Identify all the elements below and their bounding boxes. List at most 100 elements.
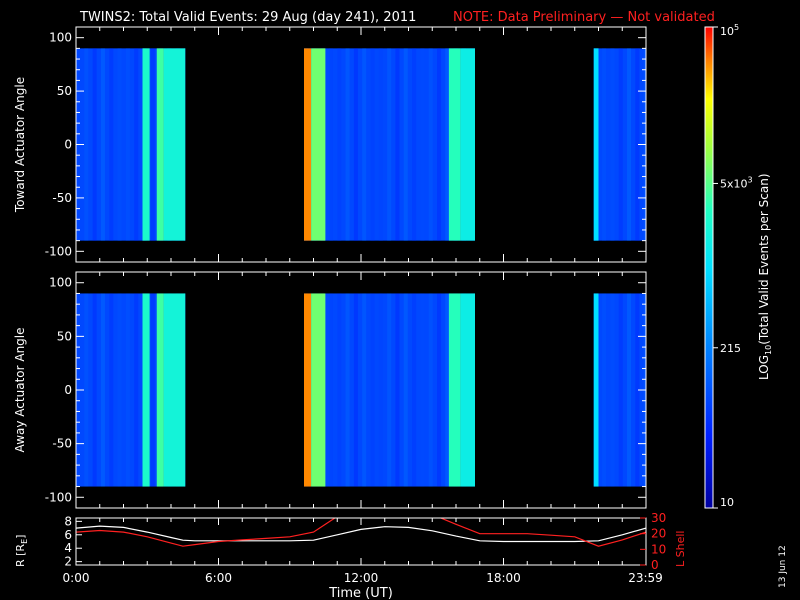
away-ytick-label: -50 <box>52 437 72 451</box>
toward-texture-strip <box>412 48 417 241</box>
colorbar-label-main: LOG <box>757 355 771 380</box>
r-ylabel: R [RE] <box>14 535 29 567</box>
toward-ytick-label: -100 <box>45 244 72 258</box>
toward-texture-strip <box>437 48 442 241</box>
time-xtick-label: 12:00 <box>344 571 379 585</box>
chart-title: TWINS2: Total Valid Events: 29 Aug (day … <box>79 10 416 25</box>
away-ytick-label: -100 <box>45 490 72 504</box>
toward-band <box>304 48 312 241</box>
toward-band <box>156 48 164 241</box>
away-texture-strip <box>403 293 408 487</box>
toward-texture-strip <box>337 48 342 241</box>
away-texture-strip <box>362 293 367 487</box>
toward-ytick-label: 50 <box>57 84 72 98</box>
toward-band <box>460 48 475 241</box>
away-band <box>163 293 186 487</box>
r-ylabel-sub: E <box>20 539 29 544</box>
toward-texture-strip <box>395 48 400 241</box>
colorbar-label: LOG10(Total Valid Events per Scan) <box>757 173 773 380</box>
away-texture-strip <box>337 293 342 487</box>
away-band <box>593 293 599 487</box>
away-band <box>304 293 312 487</box>
away-texture-strip <box>635 293 640 487</box>
away-texture-strip <box>610 293 615 487</box>
toward-texture-strip <box>92 48 97 241</box>
toward-texture-strip <box>125 48 130 241</box>
away-texture-strip <box>84 293 89 487</box>
toward-texture-strip <box>618 48 623 241</box>
away-band <box>156 293 164 487</box>
away-texture-strip <box>134 293 139 487</box>
toward-texture-strip <box>84 48 89 241</box>
away-texture-strip <box>412 293 417 487</box>
lshell-ylabel: L Shell <box>674 531 687 567</box>
colorbar-tick-label: 105 <box>720 23 739 38</box>
away-texture-strip <box>387 293 392 487</box>
away-texture-strip <box>378 293 383 487</box>
away-texture-strip <box>345 293 350 487</box>
colorbar-label-rest: (Total Valid Events per Scan) <box>757 173 771 344</box>
toward-texture-strip <box>370 48 375 241</box>
toward-ytick-label: 0 <box>64 138 72 152</box>
away-ytick-label: 0 <box>64 383 72 397</box>
lshell-ytick-label: 10 <box>651 542 666 556</box>
toward-band <box>163 48 186 241</box>
radius-line <box>76 525 646 543</box>
away-texture-strip <box>353 293 358 487</box>
colorbar-label-sub: 10 <box>764 345 773 355</box>
away-texture-strip <box>328 293 333 487</box>
colorbar-frame <box>704 26 714 509</box>
colorbar-tick-label: 5x103 <box>720 175 753 190</box>
toward-texture-strip <box>387 48 392 241</box>
away-texture-strip <box>109 293 114 487</box>
time-xlabel: Time (UT) <box>328 586 393 600</box>
colorbar: 10 215 5x103 105 <box>704 23 753 509</box>
toward-texture-strip <box>353 48 358 241</box>
time-xtick-label: 0:00 <box>63 571 90 585</box>
toward-texture-strip <box>635 48 640 241</box>
toward-band <box>142 48 150 241</box>
toward-texture-strip <box>610 48 615 241</box>
toward-ytick-label: -50 <box>52 191 72 205</box>
toward-texture-strip <box>378 48 383 241</box>
preliminary-note: NOTE: Data Preliminary — Not validated <box>453 10 715 25</box>
away-texture-strip <box>445 293 450 487</box>
toward-texture-strip <box>403 48 408 241</box>
toward-texture-strip <box>445 48 450 241</box>
toward-texture-strip <box>109 48 114 241</box>
lshell-ytick-label: 0 <box>651 558 659 572</box>
away-texture-strip <box>125 293 130 487</box>
toward-texture-strip <box>328 48 333 241</box>
time-xtick-label: 18:00 <box>486 571 521 585</box>
lshell-ytick-label: 30 <box>651 511 666 525</box>
lshell-ytick-label: 20 <box>651 527 666 541</box>
toward-texture-strip <box>150 48 155 241</box>
toward-texture-strip <box>134 48 139 241</box>
away-band <box>142 293 150 487</box>
toward-band <box>311 48 326 241</box>
away-texture-strip <box>437 293 442 487</box>
r-ylabel-main: R [R <box>14 544 27 567</box>
colorbar-tick-label: 215 <box>720 342 741 355</box>
away-band <box>311 293 326 487</box>
colorbar-tick-label: 10 <box>720 496 734 509</box>
toward-band <box>593 48 599 241</box>
away-ytick-label: 50 <box>57 329 72 343</box>
heatmap-away-panel: 100 50 0 -50 -100 Away Actuator Angle <box>13 271 647 509</box>
toward-texture-strip <box>100 48 105 241</box>
away-band <box>448 293 461 487</box>
toward-ytick-label: 100 <box>49 31 72 45</box>
lshell-line <box>76 518 646 547</box>
toward-texture-strip <box>428 48 433 241</box>
away-texture-strip <box>602 293 607 487</box>
away-texture-strip <box>420 293 425 487</box>
toward-ylabel: Toward Actuator Angle <box>13 77 27 213</box>
toward-texture-strip <box>117 48 122 241</box>
r-ytick-label: 4 <box>64 541 72 555</box>
time-xtick-label: 6:00 <box>205 571 232 585</box>
away-texture-strip <box>395 293 400 487</box>
away-texture-strip <box>150 293 155 487</box>
away-texture-strip <box>117 293 122 487</box>
